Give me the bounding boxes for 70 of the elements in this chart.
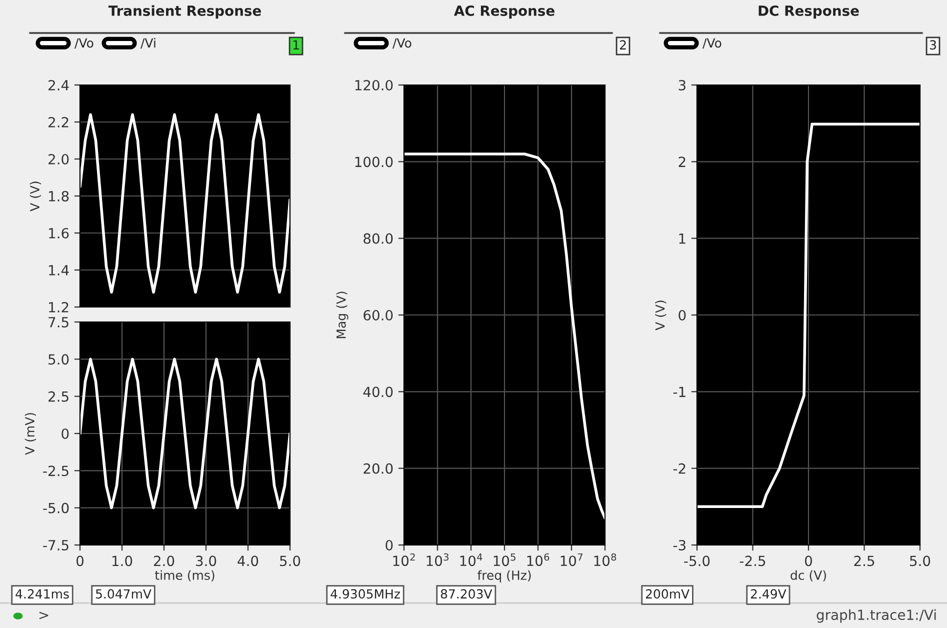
text: 3 — [930, 40, 936, 50]
x-tick-label: 10$^{6}$ — [527, 553, 550, 566]
y-tick-label: 100.0 — [355, 156, 393, 168]
y-tick-label: -7.5 — [43, 540, 68, 550]
y-tick-label: -3 — [673, 540, 686, 550]
y-tick-label: 0 — [62, 428, 69, 439]
text: 4.9305MHz — [330, 589, 400, 599]
y-axis-title: Mag (V) — [336, 292, 348, 338]
y-axis-title: V (V) — [30, 182, 41, 212]
x-tick-label: 5.0 — [280, 556, 300, 566]
text: 200mV — [646, 589, 690, 599]
x-tick-label: 0 — [76, 556, 84, 566]
x-tick-label: 1.0 — [112, 556, 132, 566]
y-tick-label: 2.2 — [48, 116, 68, 128]
x-axis-title: dc (V) — [790, 570, 826, 582]
y-tick-label: 2 — [678, 156, 686, 167]
text: 2 — [620, 40, 626, 50]
y-tick-label: 20.0 — [364, 463, 393, 474]
chart-title: AC Response — [454, 5, 554, 19]
y-tick-label: 1.2 — [49, 302, 68, 312]
y-tick-label: 60.0 — [364, 310, 393, 320]
y-axis-title: V (V) — [655, 300, 666, 330]
y-tick-label: 0 — [678, 310, 686, 320]
y-tick-label: 1.4 — [49, 265, 69, 276]
y-tick-label: 1 — [679, 233, 686, 244]
x-tick-label: 10$^{7}$ — [560, 553, 582, 566]
y-tick-label: 7.5 — [48, 317, 68, 328]
x-tick-label: 2.5 — [854, 556, 874, 566]
x-tick-label: 5.0 — [910, 556, 930, 566]
text: 2.49V — [750, 589, 786, 599]
x-axis-title: time (ms) — [155, 570, 214, 582]
y-tick-label: 120.0 — [355, 80, 393, 90]
y-tick-label: 1.6 — [49, 228, 69, 238]
x-tick-label: 10$^{8}$ — [594, 553, 616, 566]
x-tick-label: 3.0 — [196, 556, 216, 566]
x-tick-label: 10$^{3}$ — [426, 553, 448, 566]
y-tick-label: 2.5 — [48, 391, 68, 402]
y-axis-title: V (mV) — [24, 413, 36, 455]
y-tick-label: 5.0 — [48, 354, 69, 365]
caption: graph1.trace1:/Vi — [816, 609, 936, 623]
y-tick-label: 80.0 — [364, 233, 393, 244]
x-tick-label: 4.0 — [238, 556, 258, 566]
x-axis-title: freq (Hz) — [478, 570, 531, 582]
y-tick-label: 3 — [678, 80, 686, 90]
y-tick-label: 2.0 — [48, 154, 69, 164]
x-tick-label: 10$^{5}$ — [494, 553, 516, 566]
x-tick-label: 10$^{4}$ — [460, 553, 482, 566]
x-tick-label: 2.0 — [154, 556, 174, 566]
y-tick-label: 1.8 — [49, 190, 69, 202]
chart-title: DC Response — [758, 5, 859, 19]
legend-label: /Vo — [74, 38, 94, 49]
y-tick-label: 40.0 — [363, 386, 393, 398]
y-tick-label: -1 — [673, 386, 686, 397]
y-tick-label: -5.0 — [43, 502, 69, 514]
y-tick-label: -2 — [673, 463, 686, 474]
legend-label: /Vo — [702, 38, 722, 49]
x-tick-label: 10$^{2}$ — [393, 553, 415, 566]
text: 87.203V — [440, 589, 492, 599]
text: /Vi — [140, 38, 156, 49]
x-tick-label: 0 — [804, 556, 812, 566]
x-tick-label: -2.5 — [740, 556, 766, 566]
text: 4.241ms — [16, 589, 69, 599]
text: 5.047mV — [96, 589, 152, 599]
text: 1 — [293, 40, 299, 50]
chart-title: Transient Response — [108, 5, 261, 19]
y-tick-label: 0 — [386, 540, 393, 550]
y-tick-label: 2.4 — [48, 80, 69, 90]
text: > — [39, 612, 48, 620]
legend-label: /Vo — [392, 38, 412, 49]
y-tick-label: -2.5 — [43, 466, 68, 476]
